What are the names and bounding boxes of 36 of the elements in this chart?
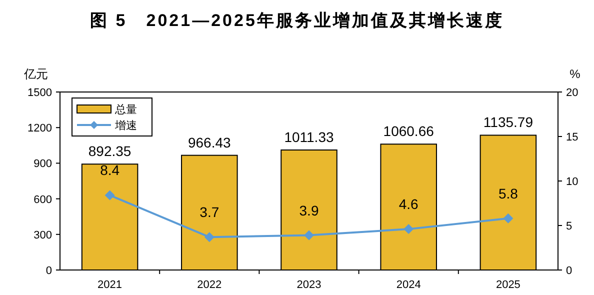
y-tick-label: 0 bbox=[46, 265, 52, 277]
data-label: 966.43 bbox=[188, 134, 232, 150]
y-axis-title: 亿元 bbox=[23, 67, 48, 81]
x-tick-label: 2021 bbox=[98, 279, 122, 291]
data-label: 1135.79 bbox=[483, 114, 534, 130]
point bbox=[304, 230, 314, 240]
x-tick-label: 2022 bbox=[197, 279, 222, 291]
data-label: 1011.33 bbox=[284, 128, 334, 145]
y2-tick-label: 10 bbox=[566, 176, 578, 188]
y-tick-label: 1200 bbox=[28, 122, 52, 135]
point bbox=[104, 190, 115, 200]
legend-label: 总量 bbox=[114, 103, 137, 116]
y2-axis-title: % bbox=[570, 67, 581, 81]
x-tick-label: 2025 bbox=[496, 279, 520, 291]
data-label: 1060.66 bbox=[383, 123, 434, 140]
data-label: 892.35 bbox=[88, 143, 132, 160]
data-label: 3.9 bbox=[299, 202, 319, 218]
y-tick-label: 300 bbox=[34, 229, 52, 242]
point bbox=[204, 232, 214, 242]
y2-tick-label: 15 bbox=[566, 132, 578, 144]
x-tick-label: 2024 bbox=[396, 279, 421, 291]
point bbox=[503, 213, 514, 224]
y-tick-label: 1500 bbox=[28, 87, 52, 99]
data-label: 3.7 bbox=[200, 204, 220, 220]
data-label: 4.6 bbox=[398, 196, 419, 212]
chart-title: 图 5 2021—2025年服务业增加值及其增长速度 bbox=[90, 11, 504, 30]
y2-tick-label: 5 bbox=[566, 220, 572, 232]
y2-tick-label: 0 bbox=[566, 265, 572, 277]
point bbox=[404, 224, 414, 234]
x-tick-label: 2023 bbox=[296, 279, 322, 291]
legend-label: 增速 bbox=[114, 119, 137, 132]
y-tick-label: 900 bbox=[34, 158, 52, 170]
data-label: 5.8 bbox=[498, 185, 518, 202]
data-label: 8.4 bbox=[100, 162, 120, 178]
y2-tick-label: 20 bbox=[566, 87, 578, 99]
y-tick-label: 600 bbox=[34, 194, 52, 206]
